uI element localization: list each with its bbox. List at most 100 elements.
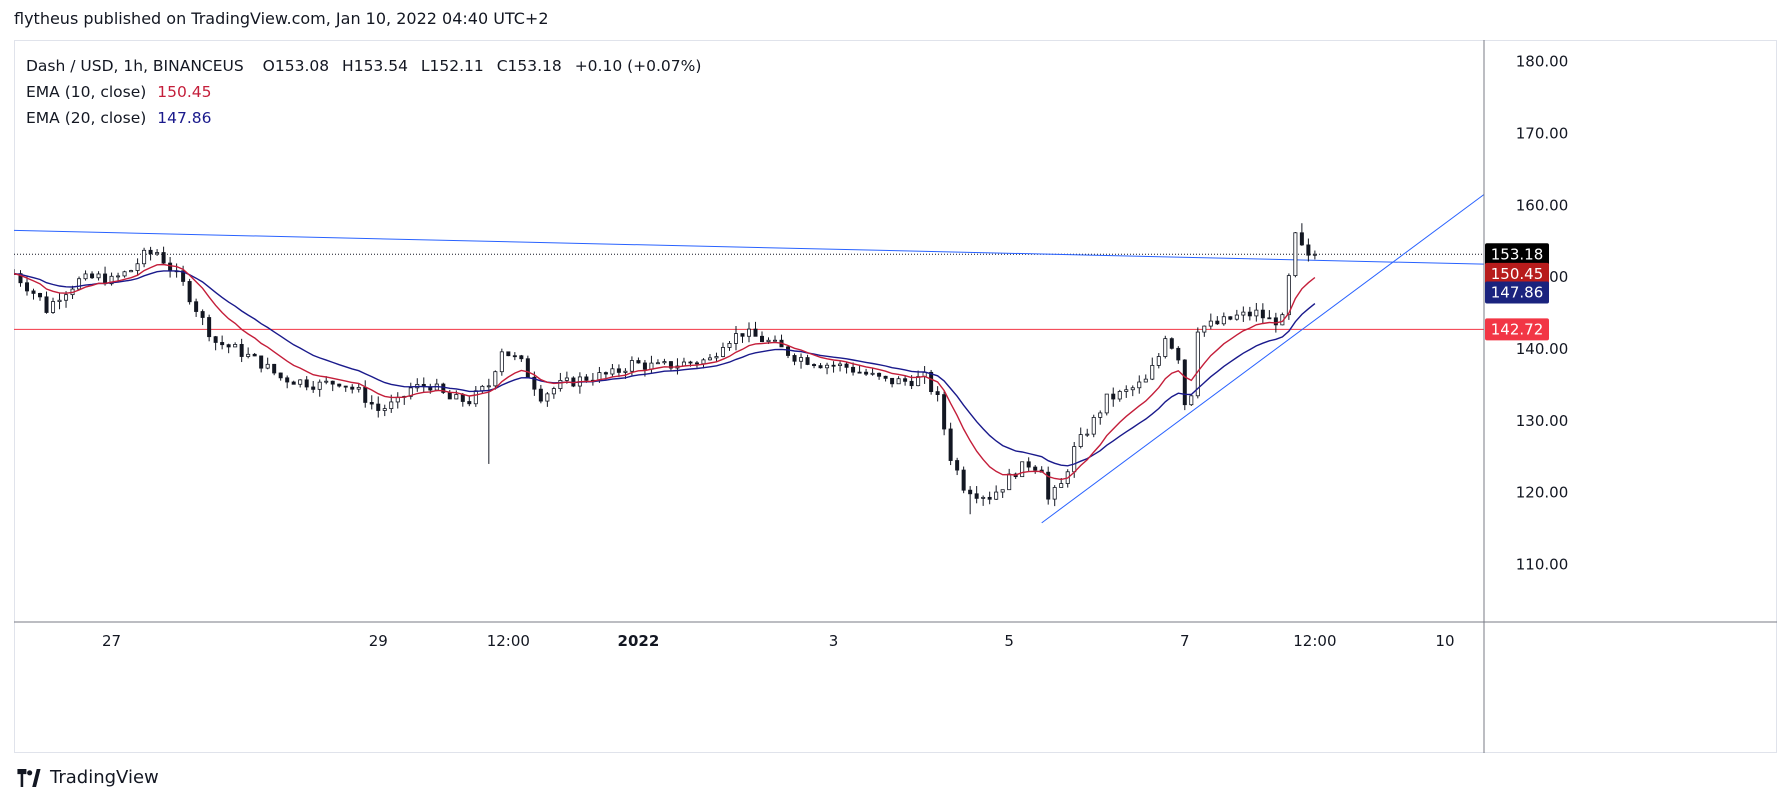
candle [1195, 327, 1200, 399]
candle [1091, 414, 1096, 438]
candle-body [1020, 461, 1025, 478]
candle-body [168, 262, 173, 272]
candle [1156, 353, 1161, 369]
candle [356, 383, 361, 393]
candle-body [753, 328, 758, 337]
candle [701, 358, 706, 369]
candle-body [1091, 417, 1096, 435]
candle [220, 335, 225, 350]
candle-body [1156, 356, 1161, 366]
candle-body [733, 333, 738, 344]
candle [525, 355, 530, 378]
candle-body [1163, 338, 1168, 357]
candle-body [454, 394, 459, 400]
close-value: C153.18 [496, 57, 562, 75]
candle [655, 359, 660, 365]
candle [272, 363, 277, 376]
candle-body [512, 355, 517, 358]
candle-body [636, 360, 641, 364]
support-price-tag: 142.72 [1485, 318, 1549, 341]
candle-body [1273, 317, 1278, 326]
symbol-label[interactable]: Dash / USD, 1h, BINANCEUS [26, 57, 244, 75]
time-tick-label: 12:00 [1293, 632, 1336, 650]
legend-ema10-row[interactable]: EMA (10, close) 150.45 [26, 79, 709, 105]
ema10-tag-text: 150.45 [1491, 265, 1544, 283]
candle [259, 355, 264, 373]
candle [916, 370, 921, 387]
legend-ema20-row[interactable]: EMA (20, close) 147.86 [26, 105, 709, 131]
ema10-price-tag: 150.45 [1485, 262, 1549, 285]
candle-body [480, 385, 485, 392]
candle-body [909, 380, 914, 387]
candle [246, 347, 251, 359]
candle [395, 392, 400, 409]
candle [1085, 428, 1090, 437]
candle-body [525, 358, 530, 378]
time-tick-label: 2022 [618, 632, 660, 650]
candle [161, 246, 166, 265]
candle [408, 382, 413, 400]
ema-lines [14, 263, 1316, 481]
candle-body [1072, 446, 1077, 473]
candle [779, 334, 784, 348]
candle [1117, 389, 1122, 402]
candle [831, 361, 836, 373]
candle-body [64, 294, 69, 301]
candle-body [1033, 466, 1038, 471]
candle-body [467, 401, 472, 405]
candle [935, 386, 940, 402]
candle-body [838, 363, 843, 366]
candle-body [519, 355, 524, 360]
candle [668, 361, 673, 371]
candle-body [285, 377, 290, 383]
time-tick-label: 7 [1180, 632, 1190, 650]
candle [129, 269, 134, 273]
candle [337, 383, 342, 388]
candle [864, 368, 869, 376]
candle [135, 258, 140, 276]
candle [974, 486, 979, 504]
candle [467, 395, 472, 407]
candle [1007, 468, 1012, 491]
candle [538, 384, 543, 404]
candle-body [714, 356, 719, 359]
candle-body [83, 273, 88, 280]
candle-body [44, 296, 49, 313]
candle [142, 247, 147, 268]
candle [506, 351, 511, 357]
tradingview-brand[interactable]: TradingView [14, 767, 159, 788]
support-tag-background [1485, 318, 1549, 341]
candle-body [252, 353, 257, 357]
candle-body [239, 344, 244, 357]
candle-body [200, 311, 205, 318]
candle [720, 342, 725, 358]
price-chart[interactable]: 110.00120.00130.00140.00150.00160.00170.… [14, 40, 1777, 753]
ema20-tag-text: 147.86 [1491, 283, 1544, 301]
candle [376, 396, 381, 418]
candle [571, 376, 576, 388]
candle [298, 379, 303, 388]
candle [883, 375, 888, 382]
brand-name: TradingView [50, 767, 159, 788]
last-price-price-tag: 153.18 [1485, 243, 1549, 266]
candle [226, 343, 231, 354]
last-price-tag-background [1485, 243, 1549, 266]
candle-body [278, 372, 283, 379]
candle [265, 357, 270, 370]
candle-body [655, 362, 660, 365]
candle-body [720, 347, 725, 357]
candle-body [376, 403, 381, 411]
candle-body [857, 371, 862, 374]
candle [25, 275, 30, 296]
candle-body [57, 299, 62, 302]
candle [90, 271, 95, 279]
drawn-lines [14, 194, 1485, 524]
candle [473, 386, 478, 407]
candle [1254, 302, 1259, 322]
candle-body [116, 275, 121, 278]
candle-body [473, 390, 478, 405]
price-tick-label: 110.00 [1516, 556, 1569, 574]
axes: 110.00120.00130.00140.00150.00160.00170.… [14, 40, 1777, 753]
candle [890, 377, 895, 388]
candle [1182, 359, 1187, 411]
